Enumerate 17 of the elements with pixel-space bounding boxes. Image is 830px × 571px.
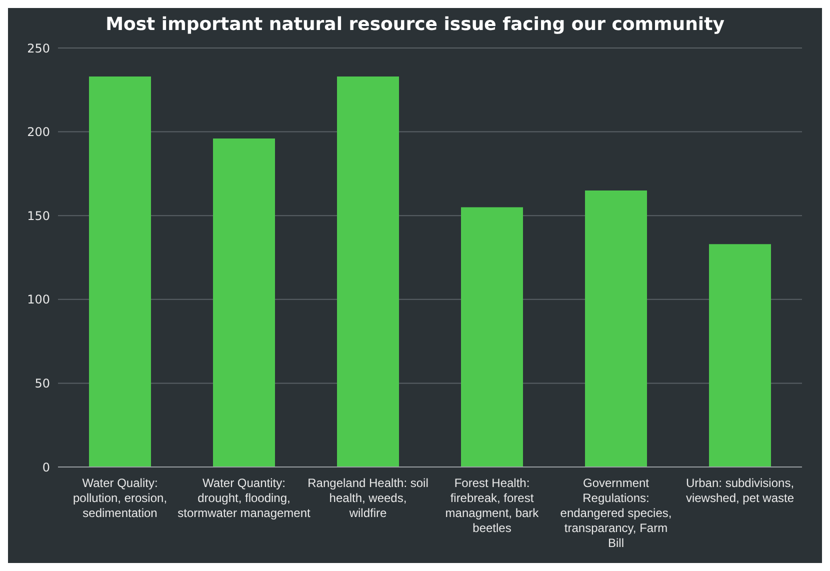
- bar: [89, 76, 151, 467]
- x-tick-label: Water Quality: pollution, erosion, sedimentation: [72, 476, 168, 520]
- y-tick-label: 0: [42, 460, 50, 474]
- bar: [461, 207, 523, 467]
- y-tick-label: 50: [34, 376, 50, 390]
- bar: [213, 138, 275, 467]
- bar: [337, 76, 399, 467]
- y-tick-label: 250: [27, 41, 50, 56]
- x-tick-label: Urban: subdivisions, viewshed, pet waste: [686, 476, 794, 505]
- y-tick-label: 150: [27, 208, 50, 223]
- y-tick-label: 100: [27, 292, 50, 307]
- bar: [709, 244, 771, 467]
- bar: [585, 190, 647, 467]
- x-tick-label: Forest Health: firebreak, forest managment, bark beetles: [445, 476, 540, 535]
- x-tick-label: Government Regulations: endangered species, transparancy, Farm Bill: [560, 476, 672, 550]
- chart-title: Most important natural resource issue facing our community: [104, 13, 726, 37]
- y-tick-label: 200: [27, 125, 50, 140]
